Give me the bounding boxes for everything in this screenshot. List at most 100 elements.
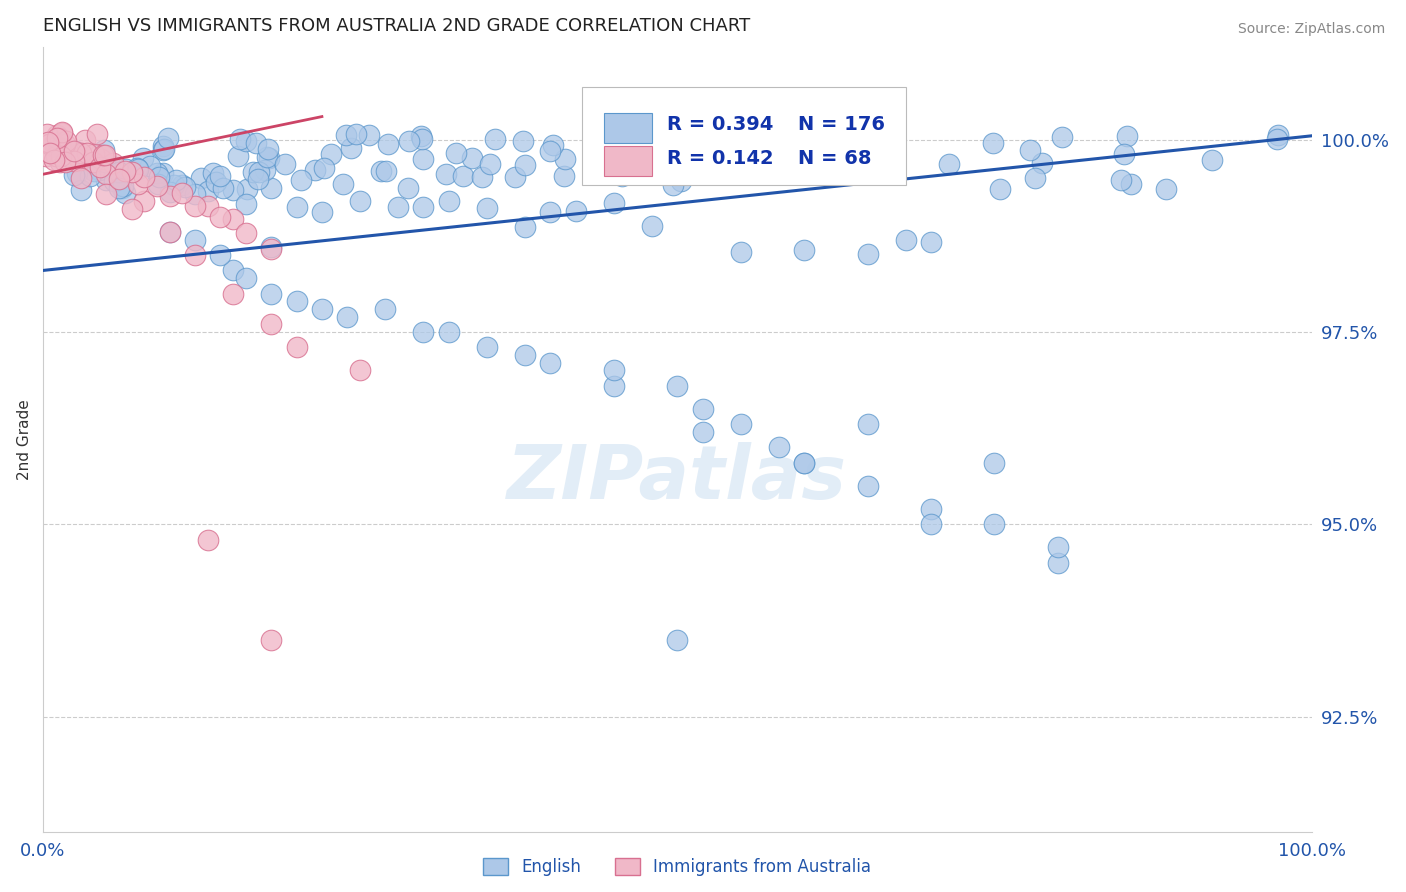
Point bbox=[103, 174, 125, 188]
Point bbox=[983, 517, 1005, 532]
Text: ENGLISH VS IMMIGRANTS FROM AUSTRALIA 2ND GRADE CORRELATION CHART: ENGLISH VS IMMIGRANTS FROM AUSTRALIA 2ND… bbox=[42, 17, 749, 35]
Point bbox=[63, 168, 86, 182]
Point bbox=[209, 169, 232, 184]
Point bbox=[55, 134, 77, 148]
Point bbox=[134, 194, 156, 209]
Point bbox=[319, 147, 342, 161]
Point bbox=[86, 127, 108, 141]
Point bbox=[222, 263, 245, 277]
Point bbox=[359, 128, 381, 143]
Point bbox=[988, 182, 1011, 196]
Point bbox=[730, 244, 752, 259]
Point bbox=[235, 226, 257, 240]
Point bbox=[83, 147, 105, 161]
Point bbox=[692, 425, 714, 439]
Point bbox=[114, 163, 136, 178]
Point bbox=[314, 161, 336, 175]
Point bbox=[1112, 146, 1135, 161]
Point bbox=[610, 169, 633, 184]
Point bbox=[543, 137, 565, 152]
Point bbox=[34, 149, 56, 163]
Point bbox=[152, 138, 174, 153]
FancyBboxPatch shape bbox=[603, 146, 652, 176]
Point bbox=[513, 157, 536, 171]
Point bbox=[257, 151, 280, 165]
Point bbox=[163, 178, 186, 193]
Point bbox=[44, 138, 66, 153]
Point bbox=[336, 310, 359, 324]
Point bbox=[1046, 541, 1069, 555]
Point bbox=[661, 178, 683, 193]
Point bbox=[856, 417, 879, 432]
Point bbox=[184, 187, 207, 202]
Point bbox=[87, 162, 110, 177]
Point bbox=[641, 132, 664, 146]
Point bbox=[779, 134, 801, 148]
Point bbox=[412, 152, 434, 166]
Point bbox=[235, 181, 257, 195]
Point bbox=[159, 225, 181, 239]
Point bbox=[45, 139, 67, 153]
Point bbox=[205, 175, 228, 189]
Point bbox=[564, 204, 586, 219]
Point bbox=[114, 161, 136, 176]
Point bbox=[609, 157, 631, 171]
Point bbox=[479, 157, 502, 171]
Point bbox=[603, 196, 626, 211]
Point bbox=[856, 247, 879, 261]
Point bbox=[340, 141, 363, 155]
Point bbox=[51, 126, 73, 140]
Point bbox=[53, 136, 76, 151]
Point bbox=[197, 184, 219, 198]
Point bbox=[66, 148, 89, 162]
Point bbox=[374, 301, 396, 316]
Point bbox=[513, 220, 536, 235]
Point bbox=[37, 135, 59, 149]
Point bbox=[83, 164, 105, 178]
Point bbox=[304, 163, 326, 178]
Point bbox=[65, 144, 87, 158]
Point bbox=[159, 188, 181, 202]
Point bbox=[247, 172, 270, 186]
Point bbox=[1050, 130, 1073, 145]
Point bbox=[51, 149, 73, 163]
Point bbox=[1267, 128, 1289, 143]
Point bbox=[197, 533, 219, 547]
Point bbox=[165, 172, 187, 186]
Point bbox=[127, 162, 149, 177]
Point bbox=[201, 166, 224, 180]
Point bbox=[76, 145, 98, 160]
Point bbox=[335, 128, 357, 142]
Point bbox=[82, 155, 104, 169]
Point bbox=[222, 212, 245, 227]
Point bbox=[51, 143, 73, 157]
Point bbox=[45, 149, 67, 163]
Point bbox=[285, 294, 308, 309]
Point bbox=[146, 179, 169, 194]
Point bbox=[398, 134, 420, 148]
Point bbox=[748, 152, 770, 166]
Point bbox=[769, 153, 792, 167]
Point bbox=[666, 379, 689, 393]
Point bbox=[285, 200, 308, 214]
Point bbox=[56, 149, 79, 163]
Point bbox=[65, 149, 87, 163]
Point bbox=[894, 233, 917, 247]
Point bbox=[235, 197, 257, 211]
Point bbox=[245, 136, 267, 151]
Point bbox=[538, 144, 561, 158]
Point bbox=[285, 340, 308, 354]
Legend: English, Immigrants from Australia: English, Immigrants from Australia bbox=[477, 851, 877, 883]
Point bbox=[377, 136, 399, 151]
Point bbox=[641, 219, 664, 233]
Point bbox=[1154, 181, 1177, 195]
Point bbox=[260, 632, 283, 647]
Point bbox=[669, 174, 692, 188]
Point bbox=[370, 163, 392, 178]
Point bbox=[121, 164, 143, 178]
Text: Source: ZipAtlas.com: Source: ZipAtlas.com bbox=[1237, 22, 1385, 37]
Point bbox=[411, 131, 433, 145]
Point bbox=[1201, 153, 1223, 167]
Point bbox=[242, 165, 264, 179]
Point bbox=[434, 167, 457, 181]
